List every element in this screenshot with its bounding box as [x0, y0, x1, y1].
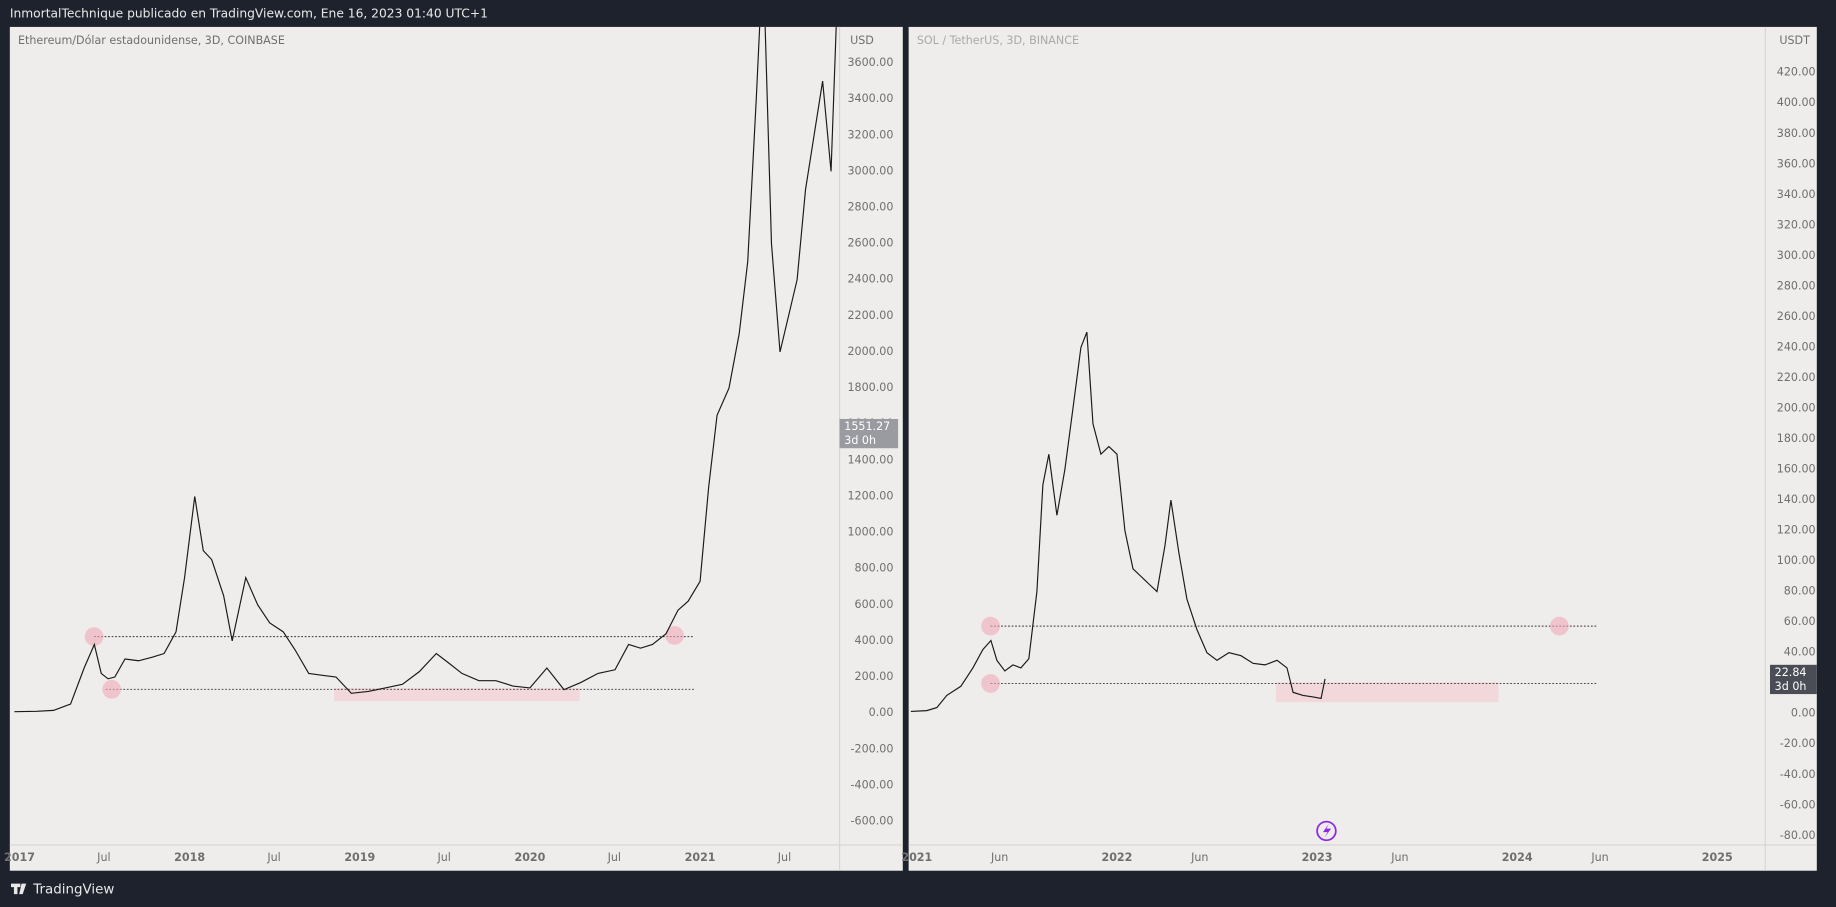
event-icon-bolt	[1322, 823, 1332, 838]
x-tick-label: Jul	[607, 851, 621, 864]
last-price-note: 3d 0h	[844, 434, 876, 447]
y-tick-label: 0.00	[1791, 707, 1816, 720]
x-tick-label: 2021	[685, 851, 716, 864]
y-tick-label: 320.00	[1777, 218, 1816, 231]
x-tick-label: 2021	[901, 851, 932, 864]
event-icon[interactable]	[1316, 820, 1337, 842]
y-tick-label: 380.00	[1777, 127, 1816, 140]
y-tick-label: 3200.00	[847, 128, 893, 141]
y-tick-label: 1800.00	[847, 381, 893, 394]
last-price-label: 1551.27	[844, 420, 890, 433]
y-tick-label: 200.00	[1777, 401, 1816, 414]
marker	[1549, 616, 1569, 636]
x-tick-label: Jul	[777, 851, 791, 864]
x-tick-label: Jul	[266, 851, 280, 864]
y-tick-label: 120.00	[1777, 524, 1816, 537]
x-tick-label: 2024	[1502, 851, 1533, 864]
marker	[102, 679, 122, 699]
x-tick-label: 2020	[514, 851, 545, 864]
x-tick-label: 2023	[1302, 851, 1333, 864]
y-tick-label: 180.00	[1777, 432, 1816, 445]
x-tick-label: 2025	[1702, 851, 1733, 864]
y-tick-label: 280.00	[1777, 279, 1816, 292]
y-tick-label: -200.00	[851, 742, 894, 755]
marker	[665, 626, 684, 645]
plot	[910, 331, 1326, 713]
y-tick-label: 3400.00	[847, 92, 893, 105]
last-price-box	[839, 418, 899, 449]
y-tick-label: 80.00	[1784, 585, 1816, 598]
y-tick-label: -40.00	[1780, 768, 1816, 781]
x-tick-label: Jun	[1390, 851, 1408, 864]
y-tick-label: 220.00	[1777, 371, 1816, 384]
y-tick-label: -20.00	[1780, 737, 1816, 750]
last-price-box	[1769, 664, 1817, 695]
y-tick-label: 160.00	[1777, 463, 1816, 476]
y-tick-label: 600.00	[855, 598, 894, 611]
x-tick-label: Jun	[1190, 851, 1208, 864]
marker	[84, 627, 104, 647]
marker	[981, 674, 1000, 693]
last-price-label: 22.84	[1775, 666, 1807, 679]
x-tick-label: Jun	[1590, 851, 1608, 864]
y-tick-label: 2600.00	[847, 237, 893, 250]
zone	[334, 688, 580, 702]
y-tick-label: 1400.00	[847, 453, 893, 466]
x-tick-label: Jul	[436, 851, 450, 864]
y-tick-label: 360.00	[1777, 157, 1816, 170]
currency-label: USD	[850, 34, 874, 47]
x-tick-label: 2018	[174, 851, 205, 864]
y-tick-label: 400.00	[1777, 96, 1816, 109]
chart-title: SOL / TetherUS, 3D, BINANCE	[917, 34, 1079, 47]
y-tick-label: 340.00	[1777, 188, 1816, 201]
y-tick-label: 2800.00	[847, 201, 893, 214]
y-tick-label: 400.00	[855, 634, 894, 647]
y-tick-label: 240.00	[1777, 340, 1816, 353]
y-tick-label: 2400.00	[847, 273, 893, 286]
y-tick-label: 300.00	[1777, 249, 1816, 262]
y-tick-label: 60.00	[1784, 615, 1816, 628]
marker	[981, 616, 1000, 636]
currency-label: USDT	[1779, 34, 1810, 47]
price-line	[14, 26, 837, 713]
x-tick-label: 2022	[1101, 851, 1132, 864]
y-tick-label: -60.00	[1780, 798, 1816, 811]
plot	[14, 26, 837, 713]
last-price-note: 3d 0h	[1775, 680, 1807, 693]
y-tick-label: 800.00	[855, 562, 894, 575]
y-tick-label: -80.00	[1780, 829, 1816, 842]
x-tick-label: 2017	[4, 851, 35, 864]
header-title: InmortalTechnique publicado en TradingVi…	[10, 7, 488, 21]
y-tick-label: 1200.00	[847, 489, 893, 502]
y-tick-label: 0.00	[869, 706, 894, 719]
y-tick-label: 40.00	[1784, 646, 1816, 659]
footer-brand: TradingView	[32, 882, 114, 897]
y-tick-label: 3600.00	[847, 56, 893, 69]
panel	[9, 26, 903, 871]
y-tick-label: 140.00	[1777, 493, 1816, 506]
y-tick-label: 100.00	[1777, 554, 1816, 567]
panel	[908, 26, 1817, 871]
chart-title: Ethereum/Dólar estadounidense, 3D, COINB…	[18, 34, 285, 47]
x-tick-label: Jul	[96, 851, 110, 864]
price-line	[910, 331, 1326, 713]
y-tick-label: 1000.00	[847, 526, 893, 539]
y-tick-label: 3000.00	[847, 164, 893, 177]
drawings	[84, 616, 1598, 842]
zone	[1276, 682, 1499, 703]
y-tick-label: -600.00	[851, 814, 894, 827]
footer-logo	[11, 883, 27, 895]
y-tick-label: 2200.00	[847, 309, 893, 322]
y-tick-label: 260.00	[1777, 310, 1816, 323]
y-tick-label: 200.00	[855, 670, 894, 683]
x-tick-label: 2019	[344, 851, 375, 864]
y-tick-label: -400.00	[851, 778, 894, 791]
x-tick-label: Jun	[990, 851, 1008, 864]
y-tick-label: 420.00	[1777, 66, 1816, 79]
y-tick-label: 2000.00	[847, 345, 893, 358]
